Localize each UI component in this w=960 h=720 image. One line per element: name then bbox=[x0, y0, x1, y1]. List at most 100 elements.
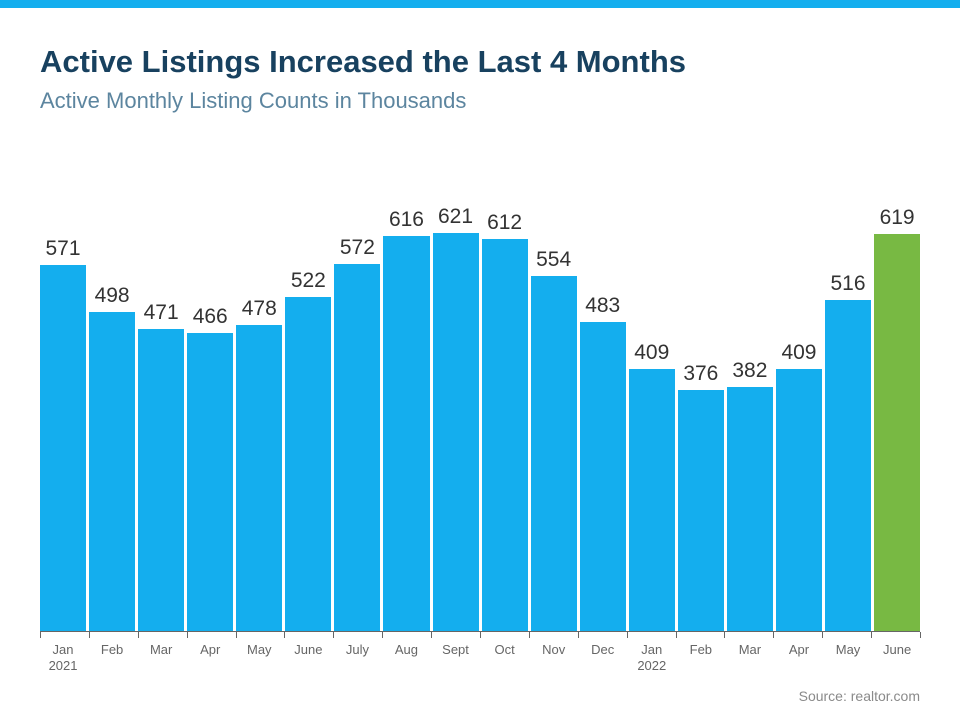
bar-value-label: 376 bbox=[678, 362, 724, 390]
chart-plot-area: 5714984714664785225726166216125544834093… bbox=[40, 233, 920, 632]
bar-value-label: 478 bbox=[236, 297, 282, 325]
bar-slot: 554 bbox=[531, 233, 577, 632]
x-axis-label-month: Apr bbox=[187, 642, 233, 658]
x-axis-tick bbox=[676, 632, 677, 638]
bar-slot: 409 bbox=[629, 233, 675, 632]
bar: 612 bbox=[482, 239, 528, 632]
bar-slot: 619 bbox=[874, 233, 920, 632]
bar: 471 bbox=[138, 329, 184, 632]
bar-slot: 478 bbox=[236, 233, 282, 632]
bar-slot: 516 bbox=[825, 233, 871, 632]
bar: 621 bbox=[433, 233, 479, 632]
x-axis-tick bbox=[431, 632, 432, 638]
bar: 409 bbox=[629, 369, 675, 632]
x-axis-tick bbox=[871, 632, 872, 638]
x-axis-label: Mar bbox=[138, 642, 184, 675]
bar: 516 bbox=[825, 300, 871, 632]
bar-value-label: 409 bbox=[629, 341, 675, 369]
bar-value-label: 471 bbox=[138, 301, 184, 329]
bar-value-label: 483 bbox=[580, 294, 626, 322]
bar-value-label: 619 bbox=[874, 206, 920, 234]
x-axis-label-month: May bbox=[236, 642, 282, 658]
x-axis-tick bbox=[822, 632, 823, 638]
bar-group: 5714984714664785225726166216125544834093… bbox=[40, 233, 920, 632]
x-axis-tick bbox=[333, 632, 334, 638]
x-axis-label-year: 2021 bbox=[40, 658, 86, 674]
x-axis-label-month: Jan bbox=[40, 642, 86, 658]
bar-value-label: 572 bbox=[334, 236, 380, 264]
x-axis-label: Sept bbox=[433, 642, 479, 675]
x-axis-tick bbox=[89, 632, 90, 638]
bar-value-label: 522 bbox=[285, 269, 331, 297]
x-axis-label-month: Sept bbox=[433, 642, 479, 658]
x-axis-tick bbox=[724, 632, 725, 638]
bar-slot: 612 bbox=[482, 233, 528, 632]
chart-title: Active Listings Increased the Last 4 Mon… bbox=[40, 44, 920, 80]
x-axis-label-month: Feb bbox=[678, 642, 724, 658]
bar-slot: 382 bbox=[727, 233, 773, 632]
bar-slot: 409 bbox=[776, 233, 822, 632]
bar: 554 bbox=[531, 276, 577, 632]
bar-value-label: 516 bbox=[825, 272, 871, 300]
bar: 616 bbox=[383, 236, 429, 632]
bar-value-label: 498 bbox=[89, 284, 135, 312]
x-axis-label: May bbox=[236, 642, 282, 675]
bar: 498 bbox=[89, 312, 135, 632]
x-axis-label-month: May bbox=[825, 642, 871, 658]
x-axis-label: Feb bbox=[678, 642, 724, 675]
bar: 571 bbox=[40, 265, 86, 632]
bar-value-label: 612 bbox=[482, 211, 528, 239]
bar-value-label: 571 bbox=[40, 237, 86, 265]
bar: 522 bbox=[285, 297, 331, 632]
x-axis-label-month: Apr bbox=[776, 642, 822, 658]
x-axis-tick bbox=[578, 632, 579, 638]
x-axis-label: Aug bbox=[383, 642, 429, 675]
bar: 478 bbox=[236, 325, 282, 632]
x-axis-tick bbox=[138, 632, 139, 638]
bar-slot: 466 bbox=[187, 233, 233, 632]
chart-frame: Active Listings Increased the Last 4 Mon… bbox=[0, 0, 960, 720]
x-axis-label: Nov bbox=[531, 642, 577, 675]
x-axis-label-month: Oct bbox=[482, 642, 528, 658]
bar-value-label: 409 bbox=[776, 341, 822, 369]
bar: 382 bbox=[727, 387, 773, 632]
x-axis-tick bbox=[236, 632, 237, 638]
x-axis-label: June bbox=[285, 642, 331, 675]
x-axis-label: June bbox=[874, 642, 920, 675]
x-axis-tick bbox=[529, 632, 530, 638]
x-axis-tick bbox=[284, 632, 285, 638]
x-axis-label-month: Feb bbox=[89, 642, 135, 658]
x-axis-tick bbox=[480, 632, 481, 638]
x-axis-ticks bbox=[40, 632, 920, 638]
x-axis-label-month: Dec bbox=[580, 642, 626, 658]
x-axis-label-year: 2022 bbox=[629, 658, 675, 674]
x-axis-label: Feb bbox=[89, 642, 135, 675]
x-axis-tick bbox=[40, 632, 41, 638]
bar-value-label: 466 bbox=[187, 305, 233, 333]
bar-slot: 572 bbox=[334, 233, 380, 632]
bar: 572 bbox=[334, 264, 380, 632]
bar: 409 bbox=[776, 369, 822, 632]
x-axis-label: Oct bbox=[482, 642, 528, 675]
x-axis-label-month: Nov bbox=[531, 642, 577, 658]
x-axis-label-month: Mar bbox=[727, 642, 773, 658]
x-axis-label: July bbox=[334, 642, 380, 675]
source-attribution: Source: realtor.com bbox=[799, 688, 920, 704]
bar: 483 bbox=[580, 322, 626, 632]
bar: 376 bbox=[678, 390, 724, 632]
bar-slot: 376 bbox=[678, 233, 724, 632]
bar-slot: 522 bbox=[285, 233, 331, 632]
x-axis-label: Mar bbox=[727, 642, 773, 675]
chart-subtitle: Active Monthly Listing Counts in Thousan… bbox=[40, 88, 920, 114]
x-axis-tick bbox=[187, 632, 188, 638]
bar-slot: 621 bbox=[433, 233, 479, 632]
x-axis-label: May bbox=[825, 642, 871, 675]
x-axis-tick bbox=[382, 632, 383, 638]
x-axis-label-month: June bbox=[285, 642, 331, 658]
x-axis-label-month: July bbox=[334, 642, 380, 658]
x-axis-tick bbox=[920, 632, 921, 638]
bar-value-label: 616 bbox=[383, 208, 429, 236]
bar-slot: 498 bbox=[89, 233, 135, 632]
bar-slot: 483 bbox=[580, 233, 626, 632]
bar-slot: 571 bbox=[40, 233, 86, 632]
